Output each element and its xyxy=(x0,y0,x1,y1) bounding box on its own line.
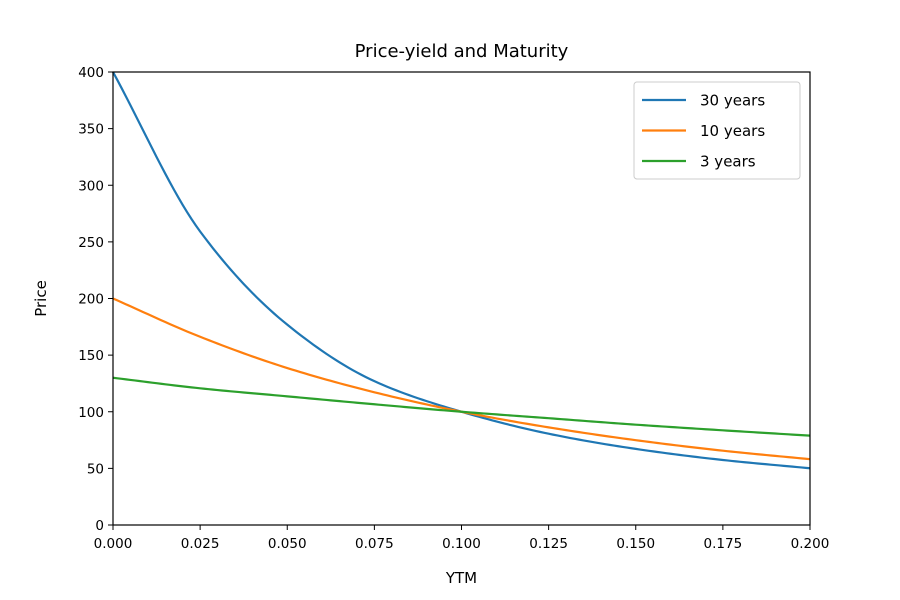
x-tick-label: 0.050 xyxy=(268,536,307,552)
y-tick-label: 100 xyxy=(78,405,104,421)
legend-label: 3 years xyxy=(700,153,756,171)
legend: 30 years 10 years 3 years xyxy=(633,81,801,180)
x-axis-title: YTM xyxy=(445,569,477,587)
x-tick-label: 0.025 xyxy=(181,536,220,552)
x-tick-label: 0.200 xyxy=(791,536,830,552)
y-axis-ticks: 0 50 100 150 200 250 300 350 400 xyxy=(78,65,113,534)
y-axis-title: Price xyxy=(32,280,50,317)
chart-title: Price-yield and Maturity xyxy=(355,41,569,62)
x-tick-label: 0.175 xyxy=(704,536,743,552)
x-tick-label: 0.125 xyxy=(529,536,568,552)
legend-label: 10 years xyxy=(700,122,765,140)
y-tick-label: 200 xyxy=(78,292,104,308)
x-tick-label: 0.000 xyxy=(94,536,133,552)
y-tick-label: 300 xyxy=(78,178,104,194)
series-line-2 xyxy=(112,376,811,437)
y-tick-label: 150 xyxy=(78,348,104,364)
legend-box xyxy=(633,81,801,180)
y-tick-label: 400 xyxy=(78,65,104,81)
y-tick-label: 350 xyxy=(78,122,104,138)
x-tick-label: 0.150 xyxy=(616,536,655,552)
series-layer xyxy=(112,71,811,470)
legend-label: 30 years xyxy=(700,92,765,110)
y-tick-label: 50 xyxy=(87,461,104,477)
x-tick-label: 0.075 xyxy=(355,536,394,552)
y-tick-label: 0 xyxy=(95,518,104,534)
x-tick-label: 0.100 xyxy=(442,536,481,552)
x-axis-ticks: 0.000 0.025 0.050 0.075 0.100 0.125 0.150 0.175… xyxy=(94,525,830,552)
y-tick-label: 250 xyxy=(78,235,104,251)
